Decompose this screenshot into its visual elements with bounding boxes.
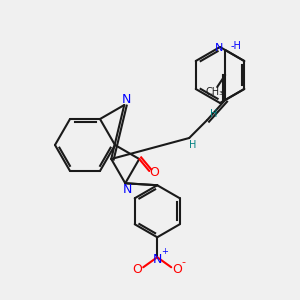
Text: +: + [161,247,168,256]
Text: N: N [122,92,131,106]
Text: O: O [172,263,182,276]
Text: N: N [215,43,223,53]
Text: -H: -H [230,41,241,51]
Text: O: O [149,167,159,179]
Text: N: N [153,253,162,266]
Text: CH₃: CH₃ [205,87,223,97]
Text: H: H [188,140,196,150]
Text: H: H [209,109,217,119]
Text: N: N [123,183,132,196]
Text: O: O [132,263,142,276]
Text: -: - [181,257,185,267]
